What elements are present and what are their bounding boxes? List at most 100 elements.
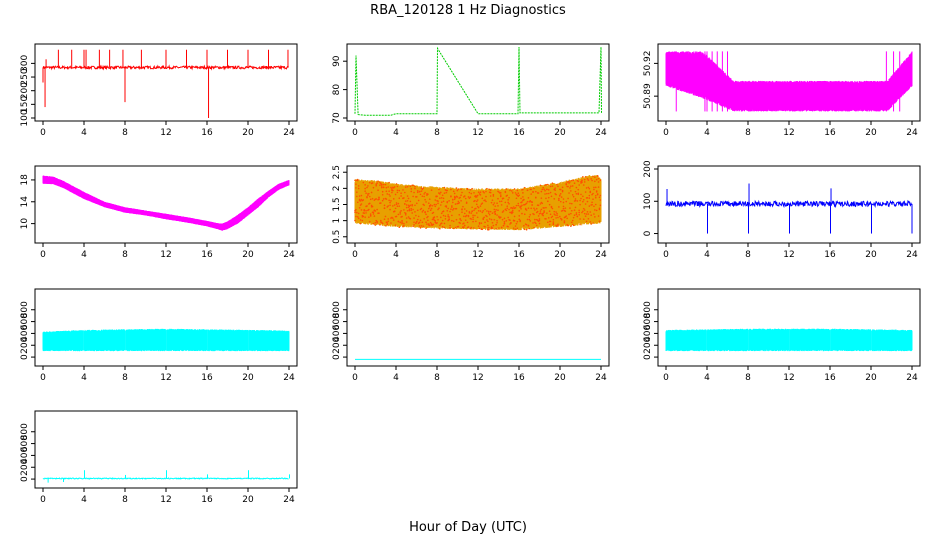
rh-point [578, 213, 580, 216]
rh-point [395, 202, 398, 204]
series-noise [665, 199, 912, 209]
rh-point [592, 222, 594, 224]
rh-point [384, 215, 387, 218]
rh-point [516, 227, 519, 230]
rh-point [549, 185, 552, 188]
rh-point [557, 216, 559, 219]
rh-point [404, 213, 407, 216]
rh-point [486, 210, 488, 212]
rh-point [420, 207, 423, 210]
rh-point [428, 198, 431, 200]
rh-point [507, 225, 509, 228]
rh-point [520, 197, 522, 200]
rh-point [450, 188, 452, 191]
x-tick-label: 20 [865, 250, 877, 260]
rh-point [439, 193, 441, 195]
x-tick-label: 16 [513, 128, 525, 138]
rh-point [463, 226, 465, 228]
rh-point [539, 203, 542, 205]
rh-point [443, 226, 446, 229]
rh-point [442, 210, 445, 212]
rh-point [372, 222, 375, 225]
rh-point [543, 188, 545, 191]
rh-point [540, 197, 543, 199]
rh-point [396, 191, 399, 194]
rh-point [406, 199, 409, 202]
rh-point [380, 183, 383, 186]
rh-point [548, 203, 551, 206]
x-tick-label: 20 [242, 128, 254, 138]
rh-point [565, 215, 568, 217]
rh-point [558, 206, 560, 208]
rh-point [569, 207, 571, 209]
rh-point [483, 216, 485, 219]
rh-point [404, 200, 407, 202]
rh-point [593, 188, 595, 191]
plot-frame [346, 43, 610, 122]
rh-point [421, 195, 424, 197]
rh-point [395, 203, 398, 206]
x-tick-label: 20 [554, 250, 566, 260]
rh-point [409, 217, 412, 220]
rh-point [384, 224, 387, 227]
rh-point [583, 209, 586, 211]
rh-point [588, 197, 591, 199]
x-tick-label: 24 [595, 250, 607, 260]
rh-point [579, 218, 581, 220]
y-tick-label: 0 [20, 354, 30, 360]
rh-point [364, 190, 366, 192]
rh-point [356, 216, 359, 218]
rh-point [383, 207, 386, 210]
rh-point [521, 201, 523, 203]
rh-point [487, 224, 489, 227]
rh-point [589, 211, 592, 213]
rh-point [444, 215, 447, 218]
rh-point [550, 216, 553, 219]
rh-point [355, 183, 357, 185]
rh-point [441, 225, 444, 228]
rh-point [545, 183, 547, 186]
rh-point [378, 198, 380, 201]
rh-point [589, 221, 592, 223]
series-pressure [354, 46, 602, 116]
rh-point [410, 190, 413, 193]
rh-point [371, 197, 374, 200]
rh-point [598, 196, 601, 199]
rh-point [587, 217, 590, 220]
rh-point [487, 220, 489, 223]
rh-point [454, 203, 457, 205]
rh-point [578, 211, 580, 214]
rh-point [558, 197, 560, 200]
rh-point [413, 191, 415, 194]
rh-point [496, 219, 498, 222]
rh-point [557, 185, 559, 188]
rh-point [570, 190, 572, 192]
rh-point [410, 207, 413, 210]
rh-point [536, 210, 539, 213]
rh-point [493, 208, 496, 211]
rh-point [525, 209, 528, 211]
rh-point [399, 221, 402, 224]
rh-point [485, 200, 487, 203]
rh-point [392, 189, 394, 192]
rh-point [525, 202, 528, 205]
rh-point [404, 203, 406, 205]
rh-point [455, 207, 458, 210]
rh-point [388, 181, 390, 184]
rh-point [514, 228, 517, 230]
rh-point [587, 179, 590, 181]
rh-point [538, 222, 541, 225]
panel-sample_flow: 0 100 200 0 4 8 12 16 20 24 [643, 160, 921, 260]
rh-point [367, 194, 369, 197]
rh-point [548, 210, 551, 212]
rh-point [518, 218, 521, 221]
rh-point [549, 213, 552, 216]
rh-point [476, 194, 479, 197]
rh-point [523, 213, 526, 216]
rh-point [594, 216, 596, 218]
x-tick-label: 12 [160, 250, 171, 260]
x-tick-label: 0 [663, 128, 669, 138]
rh-point [559, 188, 562, 191]
rh-point [570, 185, 572, 188]
rh-point [494, 213, 497, 216]
